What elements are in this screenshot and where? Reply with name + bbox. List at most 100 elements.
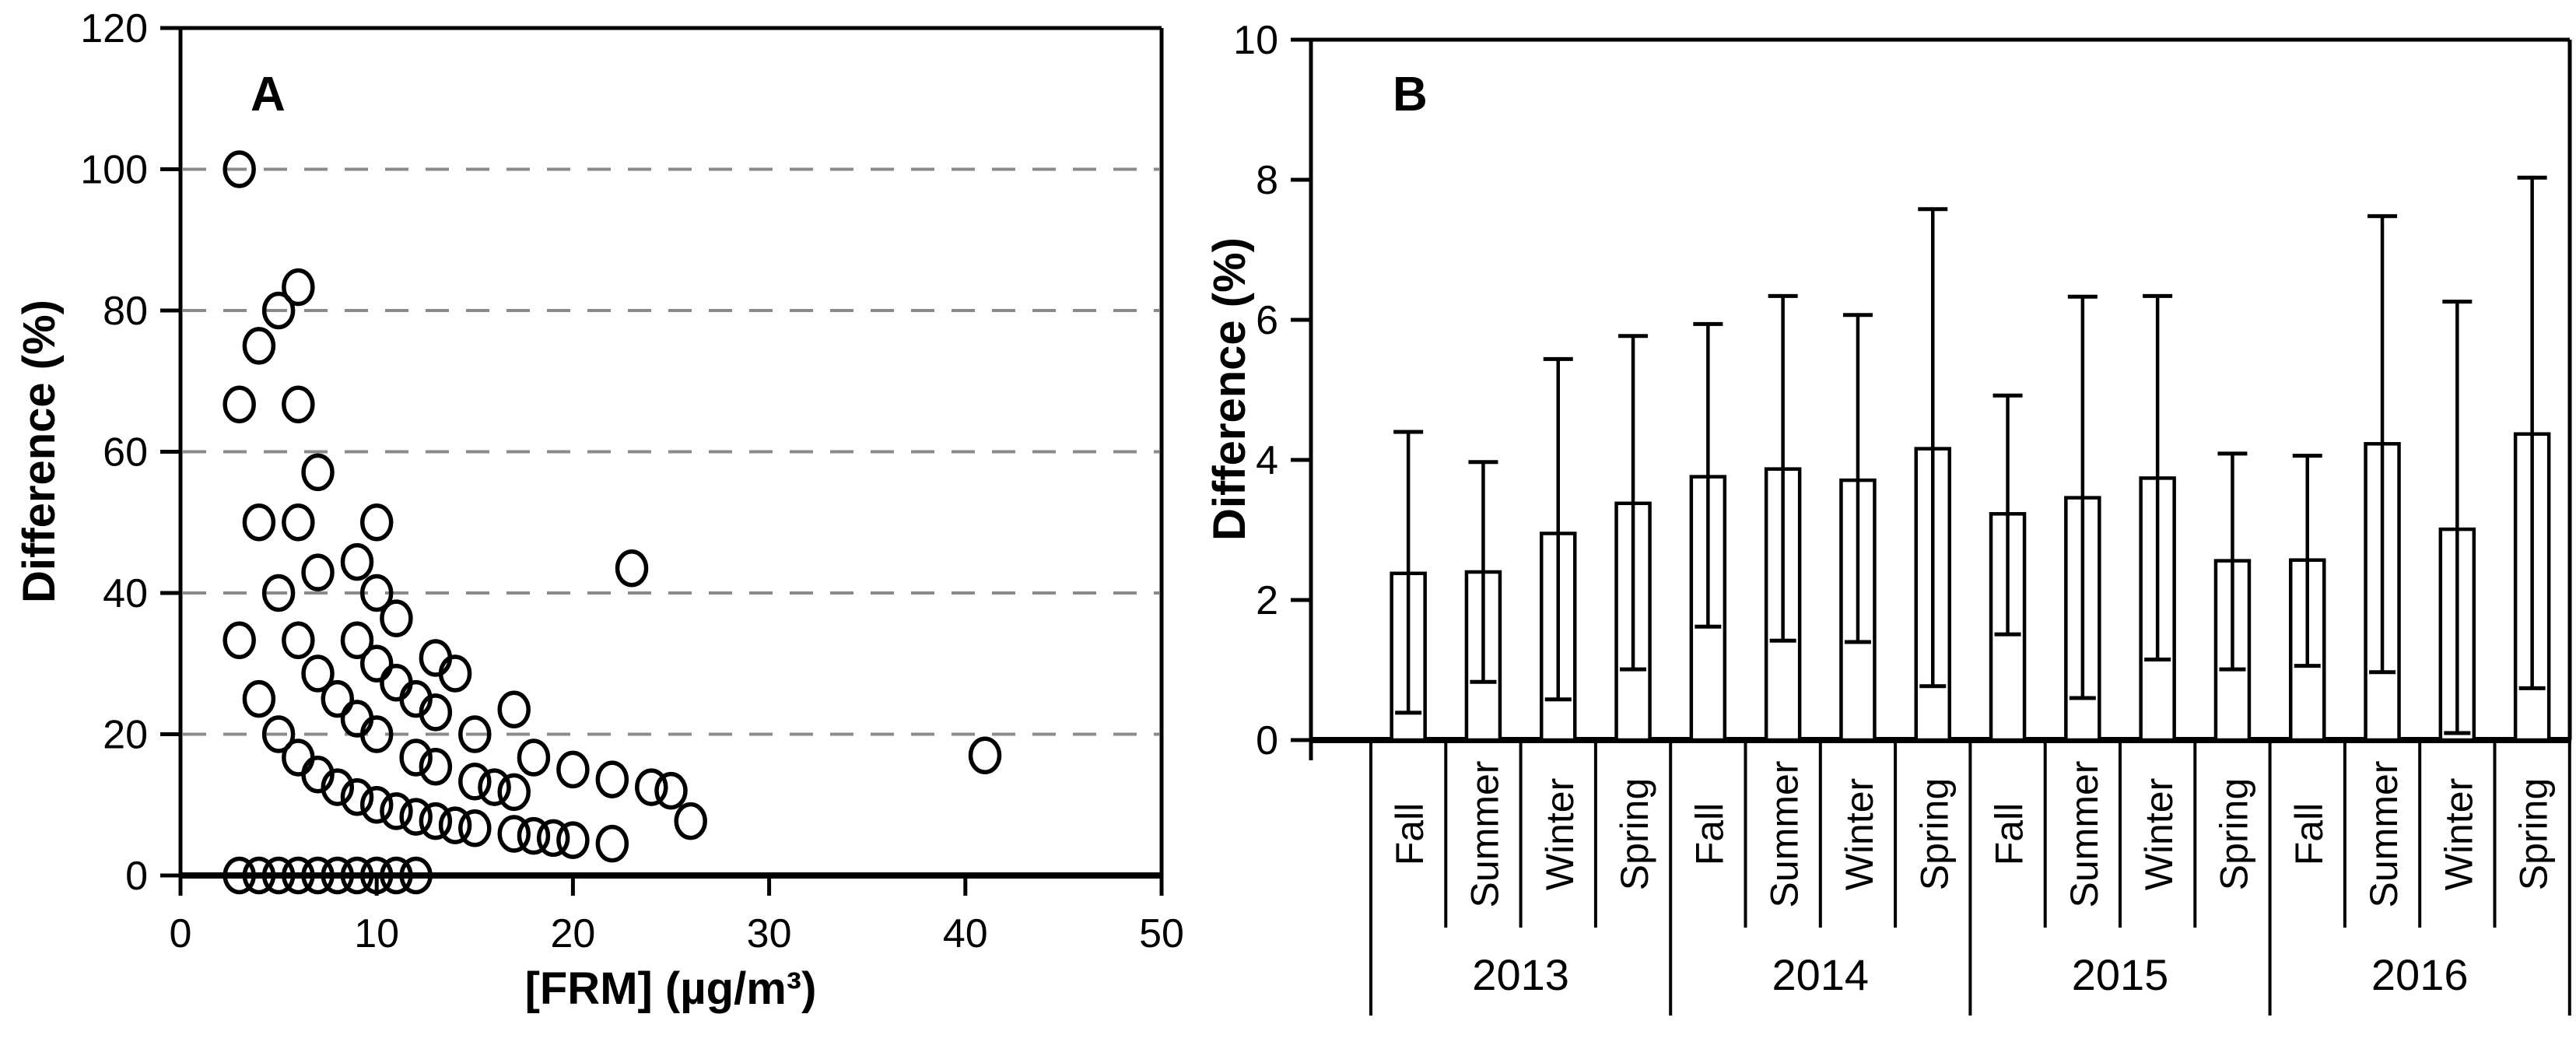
year-label: 2013 (1472, 950, 1569, 999)
season-label: Winter (1538, 778, 1582, 890)
scatter-point (340, 542, 374, 581)
panel-a-plot: 0 20 40 60 80 100 120 0 10 20 30 40 50 (80, 6, 1184, 956)
scatter-point (419, 639, 453, 677)
panel-a: 0 20 40 60 80 100 120 0 10 20 30 40 50 A Difference … (14, 6, 1184, 1014)
y-tick-label: 6 (1256, 298, 1278, 343)
scatter-point (261, 715, 296, 753)
scatter-point (399, 739, 433, 777)
scatter-point (242, 856, 276, 895)
scatter-point (380, 664, 413, 702)
scatter-point (359, 715, 394, 753)
scatter-point (380, 599, 413, 637)
panel-a-y-axis-title: Difference (%) (14, 300, 65, 603)
scatter-point (478, 768, 511, 806)
scatter-point (282, 621, 315, 660)
y-tick-label: 80 (103, 289, 148, 334)
year-label: 2014 (1772, 950, 1870, 999)
panel-b-y-axis-title: Difference (%) (1204, 237, 1255, 541)
scatter-point (654, 771, 688, 810)
scatter-point (517, 816, 551, 855)
scatter-point (261, 856, 296, 895)
season-label: Spring (2512, 778, 2556, 891)
scatter-point (321, 856, 355, 895)
panel-b-letter: B (1393, 68, 1428, 121)
scatter-point (340, 856, 374, 895)
x-tick-label: 10 (354, 911, 399, 956)
season-label: Summer (2063, 761, 2106, 908)
x-tick-label: 50 (1139, 911, 1184, 956)
y-tick-label: 60 (103, 430, 148, 475)
scatter-point (556, 821, 590, 859)
x-tick-label: 40 (943, 911, 988, 956)
season-label: Fall (2287, 803, 2331, 866)
scatter-point (595, 760, 629, 798)
scatter-point (359, 644, 394, 682)
scatter-point (261, 291, 296, 330)
y-tick-label: 120 (80, 6, 148, 51)
scatter-point (223, 621, 256, 660)
scatter-point (635, 768, 668, 806)
y-tick-label: 20 (103, 713, 148, 758)
season-label: Summer (1463, 761, 1506, 908)
scatter-point (556, 750, 590, 789)
scatter-point (282, 739, 315, 777)
scatter-point (301, 453, 335, 492)
scatter-point (282, 385, 315, 423)
scatter-point (399, 798, 433, 836)
y-tick-label: 8 (1256, 158, 1278, 203)
y-tick-label: 100 (80, 148, 148, 193)
scatter-point (242, 503, 276, 542)
y-tick-label: 10 (1233, 18, 1278, 63)
scatter-point (380, 856, 413, 895)
y-tick-label: 0 (1256, 718, 1278, 763)
scatter-point (497, 690, 531, 728)
year-label: 2015 (2072, 950, 2169, 999)
season-label: Winter (2137, 778, 2181, 890)
scatter-point (223, 150, 256, 188)
scatter-point (282, 856, 315, 895)
y-tick-label: 2 (1256, 578, 1278, 623)
scatter-point (340, 778, 374, 816)
scatter-point (458, 809, 492, 847)
x-tick-label: 0 (170, 911, 192, 956)
scatter-point (301, 553, 335, 591)
scatter-point (517, 739, 551, 777)
scatter-point (497, 773, 531, 812)
scatter-point (321, 768, 355, 806)
scatter-point (340, 700, 374, 738)
scatter-point (321, 679, 355, 718)
y-tick-label: 4 (1256, 438, 1278, 483)
season-label: Winter (1838, 778, 1881, 890)
scatter-point (301, 856, 335, 895)
scatter-point (340, 621, 374, 660)
season-label: Fall (1988, 803, 2031, 866)
scatter-point (282, 268, 315, 307)
season-label: Spring (1613, 778, 1656, 891)
scatter-point (359, 574, 394, 612)
season-label: Spring (2212, 778, 2255, 891)
scatter-point (261, 574, 296, 612)
season-label: Fall (1388, 803, 1432, 866)
season-label: Summer (1763, 761, 1807, 908)
scatter-point (399, 856, 433, 895)
y-tick-label: 0 (125, 854, 148, 899)
season-label: Summer (2362, 761, 2406, 908)
panel-a-letter: A (251, 68, 286, 121)
scatter-point (359, 503, 394, 542)
scatter-point (282, 503, 315, 542)
scatter-point (359, 786, 394, 824)
scatter-point (968, 736, 1002, 774)
scatter-point (458, 763, 492, 801)
panel-b-plot: 0 2 4 6 8 10 Fall Summer Winter Spring Fall Summer W… (1233, 18, 2572, 1016)
scatter-point (223, 385, 256, 423)
scatter-point (419, 747, 453, 786)
y-tick-label: 40 (103, 571, 148, 616)
x-tick-label: 20 (550, 911, 595, 956)
scatter-point (419, 693, 453, 732)
year-label: 2016 (2371, 950, 2469, 999)
season-label: Winter (2437, 778, 2480, 890)
scatter-point (458, 715, 492, 753)
scatter-point (380, 792, 413, 830)
